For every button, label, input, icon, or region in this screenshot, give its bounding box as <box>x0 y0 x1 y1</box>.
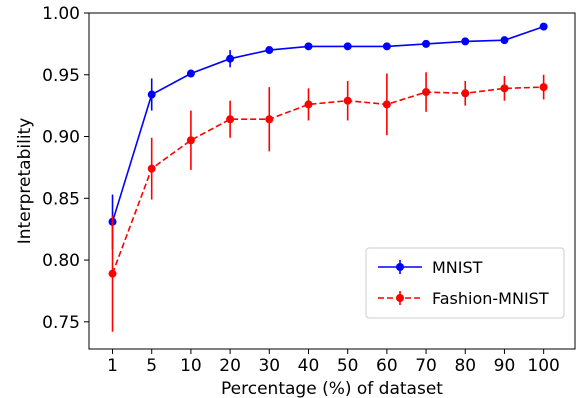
data-point <box>226 54 235 63</box>
y-tick-label: 1.00 <box>42 4 80 24</box>
data-point <box>382 100 391 109</box>
x-tick-label: 60 <box>376 356 398 376</box>
x-tick-label: 20 <box>219 356 241 376</box>
data-point <box>304 42 313 51</box>
x-tick-label: 70 <box>415 356 437 376</box>
data-point <box>186 136 195 145</box>
data-point <box>147 164 156 173</box>
y-tick-label: 0.95 <box>42 66 80 86</box>
data-point <box>186 69 195 78</box>
plot-area <box>108 22 548 332</box>
data-point <box>422 39 431 48</box>
x-tick-label: 1 <box>107 356 118 376</box>
data-point <box>500 36 509 45</box>
x-tick-label: 30 <box>258 356 280 376</box>
x-tick-label: 5 <box>146 356 157 376</box>
y-tick-label: 0.75 <box>42 313 80 333</box>
data-point <box>147 90 156 99</box>
data-point <box>461 37 470 46</box>
y-axis-label: Interpretability <box>15 118 35 245</box>
legend-marker <box>396 294 404 302</box>
data-point <box>304 100 313 109</box>
legend-entry: MNIST <box>378 258 483 277</box>
data-point <box>265 46 274 55</box>
x-tick-label: 10 <box>180 356 202 376</box>
y-tick-label: 0.80 <box>42 251 80 271</box>
y-tick-label: 0.90 <box>42 128 80 148</box>
y-tick-label: 0.85 <box>42 189 80 209</box>
x-axis-label: Percentage (%) of dataset <box>221 379 443 398</box>
data-point <box>343 96 352 105</box>
data-point <box>539 83 548 92</box>
x-tick-label: 100 <box>527 356 559 376</box>
series-1 <box>108 72 548 332</box>
data-point <box>108 269 117 278</box>
data-point <box>265 115 274 124</box>
data-point <box>382 42 391 51</box>
legend-entry: Fashion-MNIST <box>378 289 549 308</box>
x-tick-label: 40 <box>298 356 320 376</box>
data-point <box>539 22 548 31</box>
data-point <box>500 84 509 93</box>
legend-label: Fashion-MNIST <box>432 289 549 308</box>
data-point <box>422 88 431 97</box>
x-tick-label: 90 <box>494 356 516 376</box>
legend-marker <box>396 263 404 271</box>
data-point <box>343 42 352 51</box>
data-point <box>461 89 470 98</box>
x-tick-label: 80 <box>454 356 476 376</box>
legend: MNIST Fashion-MNIST <box>365 247 565 319</box>
legend-box <box>365 247 565 319</box>
plot-frame <box>88 12 576 350</box>
data-point <box>226 115 235 124</box>
legend-label: MNIST <box>432 258 483 277</box>
series-line <box>111 25 544 223</box>
series-0 <box>108 22 548 249</box>
x-tick-label: 50 <box>337 356 359 376</box>
series-line <box>111 86 544 274</box>
axes: 0.75 0.80 0.85 0.90 0.95 1.00 1 5 10 20 30 40 50 60 70… <box>42 4 560 376</box>
